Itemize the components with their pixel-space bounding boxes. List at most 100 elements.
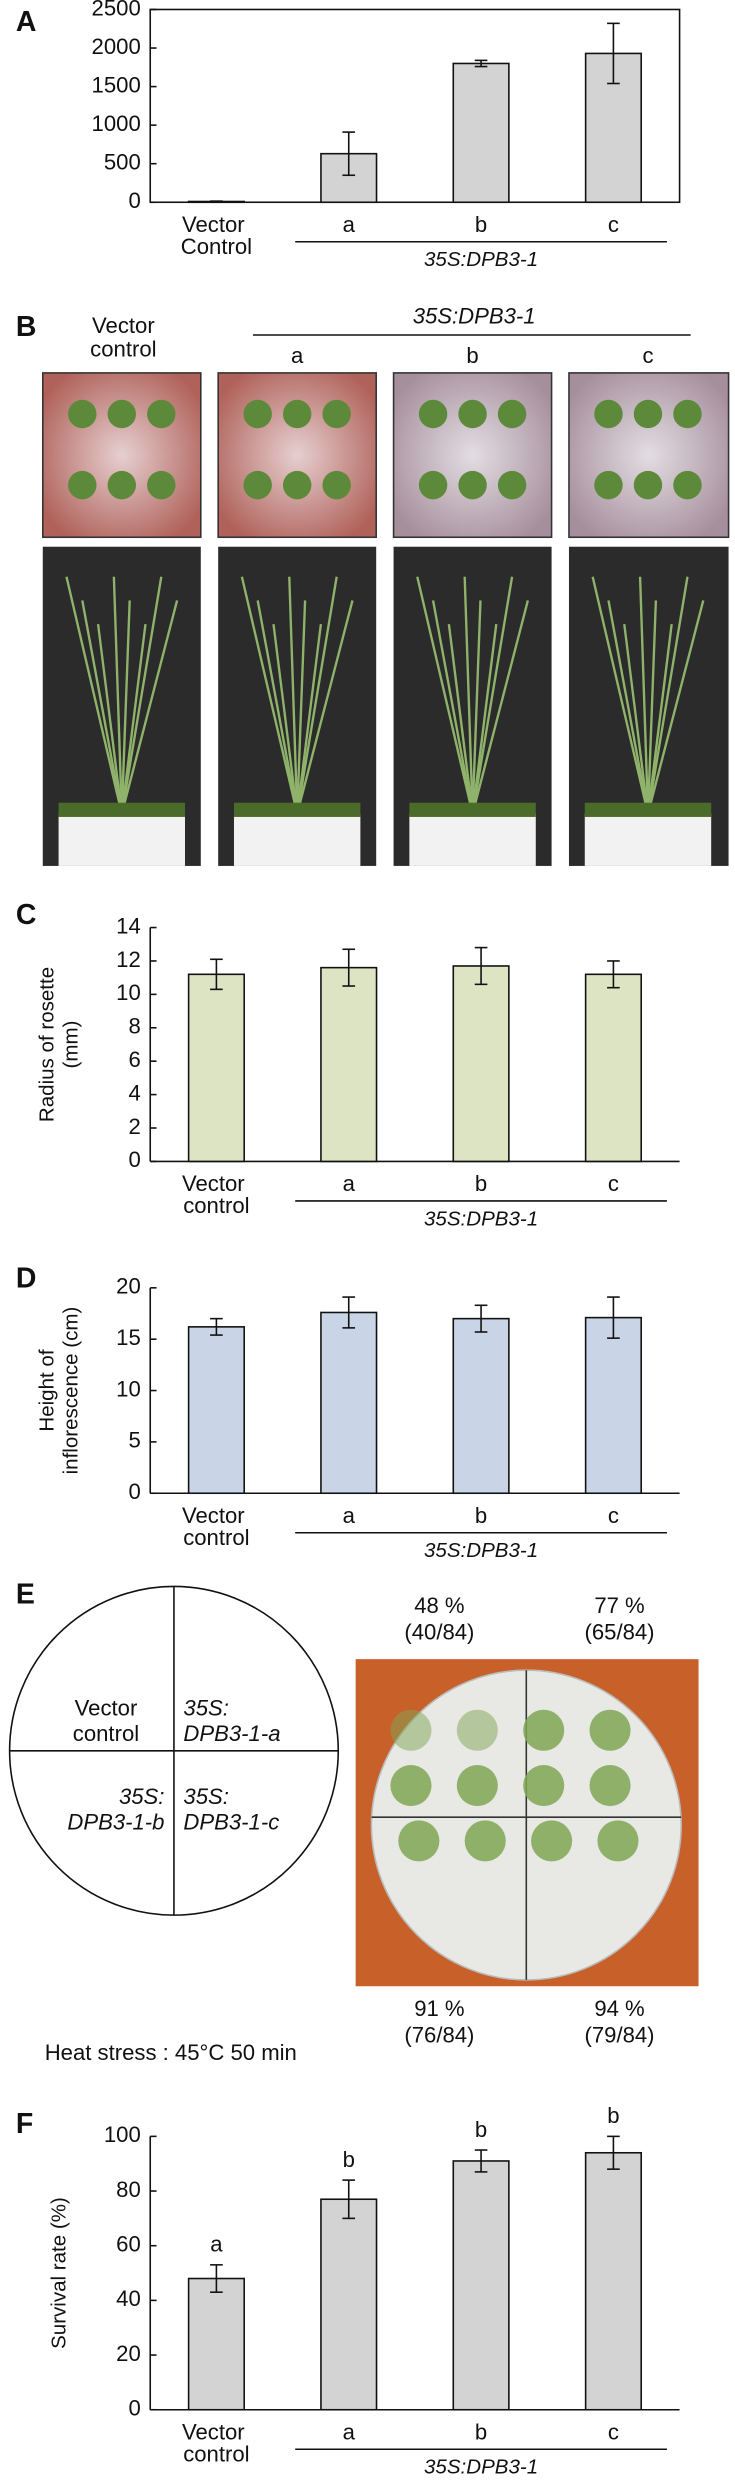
x-tick-label: b — [475, 2419, 487, 2444]
quadrant-label: DPB3-1-b — [67, 1809, 164, 1834]
bar — [452, 62, 510, 204]
plate-photo — [392, 372, 553, 539]
plate-photo — [568, 372, 730, 539]
rosette-leaf — [458, 470, 487, 500]
bar — [452, 2160, 510, 2411]
stem — [471, 600, 482, 814]
stem — [295, 600, 307, 814]
error-bar — [210, 200, 223, 203]
y-tick-label: 60 — [116, 2232, 141, 2257]
plate-photos — [41, 372, 730, 539]
stem — [120, 624, 147, 814]
rosette-leaf — [322, 470, 351, 500]
stem — [463, 576, 474, 814]
pot — [58, 813, 185, 866]
bar-chart: C 0 2 4 6 8 10 12 14 Radius of rosette (mm) Vector … — [16, 899, 680, 1230]
x-tick-label: a — [343, 1171, 356, 1196]
x-tick-label: c — [608, 212, 619, 237]
seedling-patch — [523, 1709, 565, 1751]
seedling-patch — [523, 1765, 565, 1807]
stem — [81, 600, 123, 814]
rosette-leaf — [418, 470, 448, 500]
rosette-leaf — [282, 399, 312, 429]
stem — [120, 576, 163, 814]
quadrant-label: 35S: — [183, 1784, 228, 1809]
y-tick-label: 0 — [128, 2396, 140, 2421]
stem — [96, 624, 123, 814]
y-tick-label: 0 — [128, 1479, 140, 1504]
significance-letter: b — [475, 2117, 487, 2142]
stem — [296, 624, 323, 814]
stem — [112, 576, 123, 814]
rosette-leaf — [497, 399, 527, 429]
error-bar — [474, 1304, 488, 1333]
error-bar — [607, 960, 620, 989]
survival-count: (40/84) — [404, 1620, 474, 1645]
stem — [607, 600, 650, 814]
rosette-leaf — [633, 399, 663, 429]
y-tick-label: 1000 — [92, 111, 141, 136]
bar-chart: F 0 20 40 60 80 100 Survival rate (%) a Vector co… — [16, 2103, 680, 2479]
error-bar — [474, 2149, 488, 2173]
y-tick-label: 4 — [128, 1080, 140, 1105]
survival-percent: 91 % — [414, 1996, 464, 2021]
y-tick-label: 5 — [128, 1428, 140, 1453]
y-tick-label: 0 — [128, 1147, 140, 1172]
survival-count: (65/84) — [585, 1620, 655, 1645]
y-tick-label: 2 — [128, 1114, 140, 1139]
x-tick-label: Vector control — [182, 2419, 251, 2466]
quadrant-label: control — [73, 1721, 139, 1746]
seedling-patch — [597, 1820, 639, 1862]
rosette-leaf — [68, 399, 97, 429]
pot-soil — [409, 802, 536, 817]
quadrant-label: 35S: — [119, 1784, 164, 1809]
panel-label: F — [16, 2108, 33, 2140]
pot — [409, 813, 536, 866]
quadrant-label: DPB3-1-a — [183, 1721, 280, 1746]
error-bar — [342, 948, 356, 987]
stem — [471, 600, 530, 815]
seedling-patch — [456, 1765, 498, 1807]
pot — [233, 813, 361, 866]
quadrant-label: 35S: — [183, 1696, 228, 1721]
seedling-patch — [589, 1765, 631, 1807]
group-label: 35S:DPB3-1 — [413, 303, 536, 328]
seedling-patch — [464, 1820, 506, 1862]
rosette-leaf — [673, 470, 702, 500]
x-tick-label: Vector control — [182, 1171, 251, 1218]
quadrant-label: Vector — [75, 1696, 138, 1721]
y-tick-label: 14 — [116, 913, 141, 938]
error-bar — [474, 59, 488, 68]
pot-soil — [58, 802, 185, 817]
stem — [638, 576, 650, 814]
bar — [320, 2198, 378, 2411]
y-tick-label: 500 — [104, 150, 141, 175]
significance-letter: a — [210, 2232, 223, 2257]
plate-diagram — [8, 1585, 340, 1916]
x-tick-label: a — [343, 1503, 356, 1528]
stem — [272, 624, 299, 814]
bar — [452, 965, 510, 1163]
y-tick-label: 6 — [128, 1047, 140, 1072]
panel-e-labels: EVectorcontrol35S:DPB3-1-a35S:DPB3-1-b35… — [16, 1578, 655, 2065]
rosette-leaf — [594, 399, 623, 429]
x-tick-label: c — [608, 2419, 619, 2444]
stem — [646, 576, 689, 814]
rosette-leaf — [147, 399, 176, 429]
stem — [296, 600, 354, 815]
seedling-patch — [390, 1765, 432, 1807]
significance-letter: b — [607, 2103, 619, 2128]
rosette-leaf — [673, 399, 702, 429]
y-tick-label: 100 — [104, 2122, 141, 2147]
stem — [240, 576, 299, 815]
rosette-leaf — [322, 399, 351, 429]
x-tick-label: b — [475, 1503, 487, 1528]
rosette-leaf — [147, 470, 176, 500]
control-label: Vector — [92, 313, 155, 338]
bar — [584, 2151, 642, 2411]
rosette-leaf — [418, 399, 448, 429]
panel-label: D — [16, 1262, 37, 1294]
plot-frame — [149, 8, 681, 204]
survival-percent: 77 % — [594, 1593, 644, 1618]
rosette-leaf — [282, 470, 312, 500]
